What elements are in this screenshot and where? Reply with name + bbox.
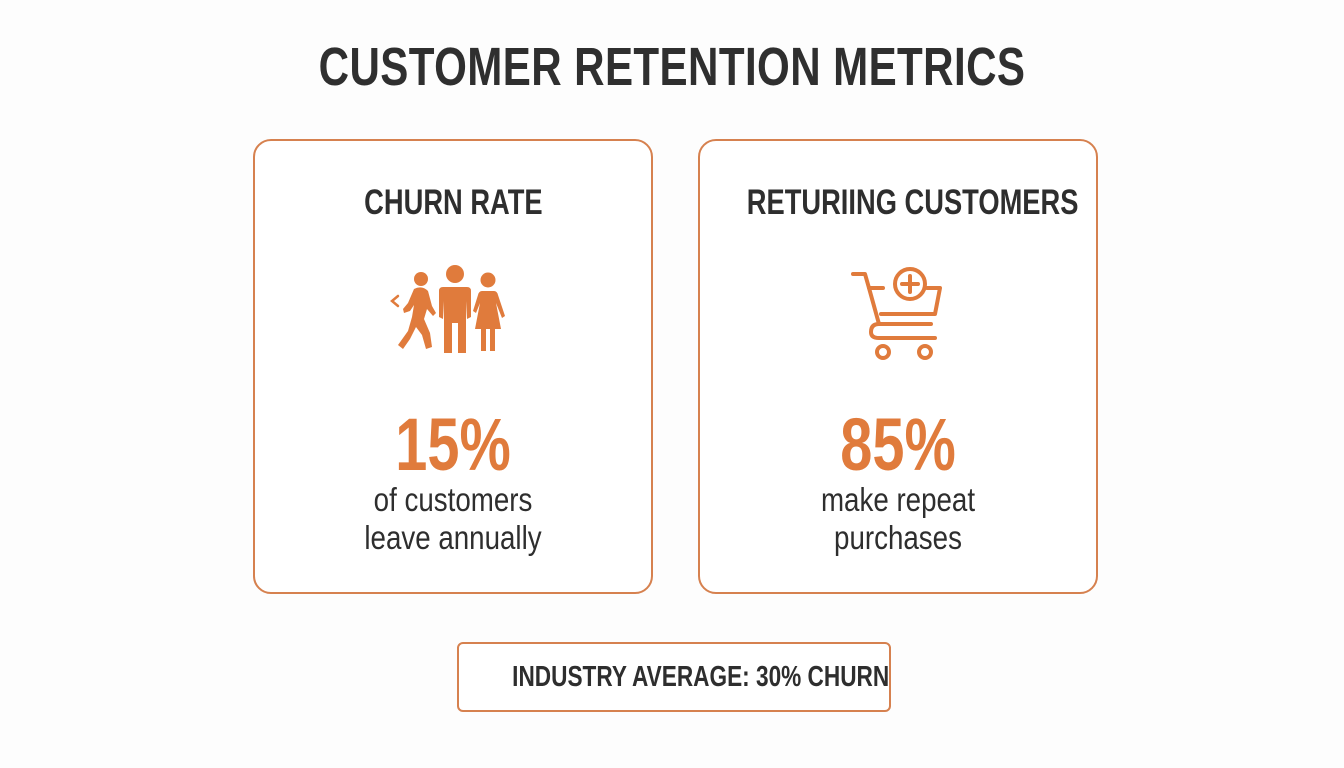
- description-line: purchases: [834, 519, 962, 556]
- card-heading: RETURIING CUSTOMERS: [700, 181, 1096, 225]
- card-heading: CHURN RATE: [255, 181, 651, 225]
- returning-customers-heading: RETURIING CUSTOMERS: [746, 183, 1079, 222]
- returning-customers-value-text: 85%: [840, 403, 956, 486]
- churn-rate-value-text: 15%: [395, 403, 511, 486]
- industry-average-note: INDUSTRY AVERAGE: 30% CHURN: [457, 642, 891, 712]
- churn-rate-card: CHURN RATE 15% of customers leave annual…: [253, 139, 653, 594]
- returning-customers-description: make repeat purchases: [700, 481, 1096, 557]
- industry-average-text: INDUSTRY AVERAGE: 30% CHURN: [512, 661, 890, 693]
- page-title-text: CUSTOMER RETENTION METRICS: [318, 37, 1026, 97]
- returning-customers-value: 85%: [700, 403, 1096, 487]
- returning-customers-card: RETURIING CUSTOMERS 85% make repeat purc…: [698, 139, 1098, 594]
- description-line: leave annually: [364, 519, 542, 556]
- page-title: CUSTOMER RETENTION METRICS: [0, 34, 1344, 100]
- churn-rate-value: 15%: [255, 403, 651, 487]
- churn-rate-description: of customers leave annually: [255, 481, 651, 557]
- people-walking-away-icon: [388, 261, 518, 366]
- description-line: of customers: [373, 481, 533, 518]
- description-line: make repeat: [820, 481, 976, 518]
- shopping-cart-plus-icon: [843, 266, 953, 366]
- churn-rate-heading: CHURN RATE: [363, 183, 543, 222]
